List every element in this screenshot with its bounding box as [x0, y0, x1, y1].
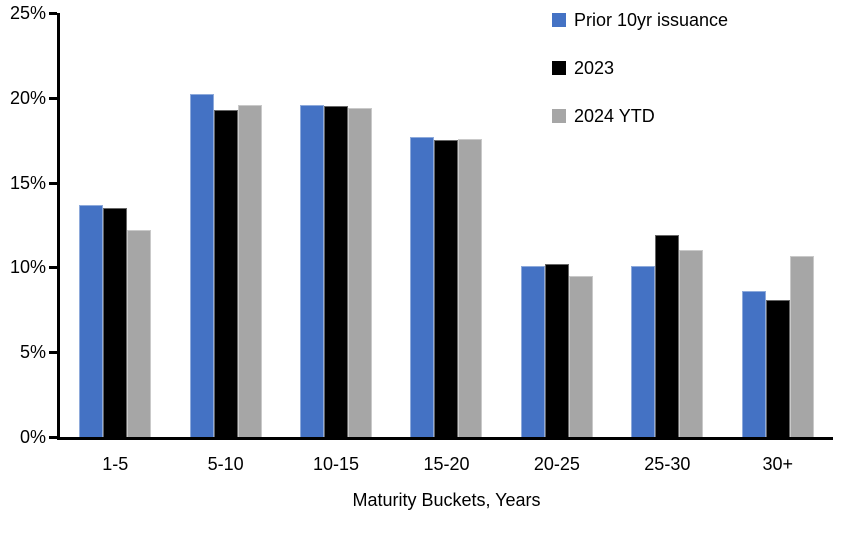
bar: [79, 204, 104, 437]
legend-item: Prior 10yr issuance: [552, 9, 728, 31]
legend-item: 2024 YTD: [552, 105, 728, 127]
bar: [324, 106, 349, 437]
x-axis: 1-5 5-10 10-15 15-20 20-25 25-30 30+: [60, 453, 833, 475]
x-axis-tick-label: 10-15: [313, 454, 360, 474]
y-axis-tick-label: 25%: [9, 3, 46, 23]
bar: [458, 138, 483, 437]
y-axis-tick-label: 5%: [19, 342, 46, 363]
x-axis-tick-label: 5-10: [207, 454, 244, 474]
bar: [189, 94, 214, 437]
bar-group-10-15: [281, 13, 391, 437]
y-axis-tick-label: 15%: [9, 172, 46, 193]
legend-swatch-icon: [552, 61, 566, 75]
bar-group-1-5: [60, 13, 170, 437]
x-axis-tick-label: 20-25: [533, 454, 580, 474]
x-axis-title: Maturity Buckets, Years: [352, 490, 541, 510]
bar: [655, 235, 680, 437]
bar: [679, 250, 704, 437]
bar: [348, 107, 373, 437]
legend-swatch-icon: [552, 13, 566, 27]
y-axis-line: [57, 13, 60, 438]
bar: [237, 104, 262, 437]
legend-swatch-icon: [552, 109, 566, 123]
bar: [544, 264, 569, 437]
legend-item: 2023: [552, 57, 728, 79]
x-axis-line: [57, 437, 833, 440]
bar: [741, 291, 766, 437]
bar-group-25-30: [612, 13, 722, 437]
bar: [410, 136, 435, 437]
bar: [300, 104, 325, 437]
y-axis-tick-mark: [49, 266, 57, 270]
x-axis-tick-label: 1-5: [102, 454, 129, 474]
bar-group-30+: [723, 13, 833, 437]
bar: [103, 208, 128, 437]
y-axis-tick-label: 10%: [9, 257, 46, 278]
y-axis-tick-label: 20%: [9, 87, 46, 108]
x-axis-tick-label: 30+: [762, 454, 794, 474]
bar: [789, 255, 814, 437]
y-axis-tick-label: 0%: [19, 427, 46, 447]
x-axis-tick-label: 25-30: [644, 454, 691, 474]
legend: Prior 10yr issuance 2023 2024 YTD: [552, 9, 728, 153]
y-axis-tick-mark: [49, 436, 57, 439]
bar-group-15-20: [391, 13, 501, 437]
bar: [213, 109, 238, 437]
bar-group-20-25: [502, 13, 612, 437]
plot-area: [60, 13, 833, 437]
legend-label: 2024 YTD: [574, 106, 655, 126]
y-axis-tick-mark: [49, 96, 57, 100]
legend-label: Prior 10yr issuance: [574, 10, 729, 30]
bar: [434, 140, 459, 437]
bar: [568, 275, 593, 437]
bar: [520, 265, 545, 437]
x-axis-tick-label: 15-20: [423, 454, 470, 474]
bar: [765, 299, 790, 437]
bar: [127, 230, 152, 437]
y-axis-tick-mark: [49, 12, 57, 15]
y-axis-tick-mark: [49, 351, 57, 355]
bar-group-5-10: [170, 13, 280, 437]
y-axis-tick-mark: [49, 181, 57, 185]
bar: [631, 265, 656, 437]
legend-label: 2023: [574, 58, 615, 78]
